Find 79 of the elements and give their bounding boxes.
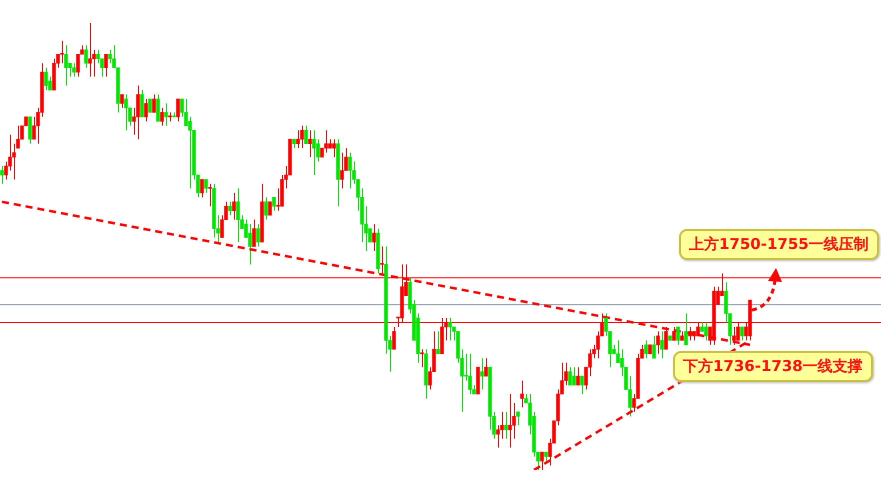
candlestick — [484, 358, 488, 377]
candlestick — [264, 196, 268, 220]
candlestick — [504, 411, 508, 440]
candlestick — [136, 85, 140, 140]
candlestick — [148, 98, 152, 113]
candlestick — [176, 98, 180, 122]
candlestick — [392, 326, 396, 350]
candlestick — [660, 330, 664, 359]
candlestick — [32, 116, 36, 140]
candlestick — [332, 138, 336, 158]
candlestick — [676, 326, 680, 346]
candlestick — [480, 358, 484, 390]
candlestick — [308, 130, 312, 158]
candlestick — [160, 107, 164, 126]
candlestick — [4, 161, 8, 180]
candlestick — [616, 340, 620, 364]
candlestick — [644, 340, 648, 359]
candlestick — [152, 94, 156, 113]
candlestick — [144, 98, 148, 122]
candlestick — [44, 67, 48, 91]
candlestick — [64, 44, 68, 86]
candlestick — [340, 152, 344, 189]
candlestick — [312, 130, 316, 176]
candlestick — [372, 224, 376, 252]
candlestick — [252, 219, 256, 247]
candlestick — [576, 366, 580, 386]
candlestick — [580, 376, 584, 395]
candlestick — [520, 380, 524, 408]
candlestick — [672, 326, 676, 341]
candlestick — [204, 178, 208, 194]
candlestick — [656, 330, 660, 354]
annotation: 下方1736-1738一线支撑 — [673, 351, 873, 382]
candlestick — [208, 183, 212, 207]
candlestick — [704, 322, 708, 341]
candlestick — [184, 98, 188, 126]
candlestick — [88, 22, 92, 78]
candlestick — [236, 188, 240, 243]
candlestick — [516, 411, 520, 426]
candlestick — [108, 49, 112, 64]
candlestick — [740, 326, 744, 341]
candlestick — [60, 40, 64, 64]
candlestick — [688, 326, 692, 341]
candlestick — [120, 94, 124, 108]
candlestick — [684, 313, 688, 346]
candlestick — [188, 116, 192, 189]
candlestick — [420, 348, 424, 368]
candlestick — [272, 196, 276, 212]
candlestick — [448, 318, 452, 341]
annotation: 上方1750-1755一线压制 — [679, 229, 879, 260]
candlestick — [232, 192, 236, 220]
candlestick — [84, 44, 88, 68]
candlestick — [164, 102, 168, 126]
candlestick — [140, 90, 144, 118]
candlestick — [72, 62, 76, 78]
candlestick — [228, 201, 232, 216]
candlestick — [572, 366, 576, 386]
candlestick — [296, 130, 300, 149]
candlestick — [496, 424, 500, 448]
candlestick — [436, 330, 440, 354]
candlestick — [156, 94, 160, 122]
candlestick — [468, 353, 472, 395]
candlestick — [304, 125, 308, 144]
candlestick — [348, 152, 352, 189]
candlestick — [508, 394, 512, 448]
candlestick — [652, 335, 656, 359]
candlestick — [124, 94, 128, 131]
candlestick — [300, 125, 304, 149]
candlestick — [76, 54, 80, 78]
candlestick — [248, 224, 252, 265]
candlestick — [256, 224, 260, 247]
candlestick — [104, 54, 108, 78]
candlestick — [324, 130, 328, 154]
candlestick — [568, 366, 572, 386]
candlestick — [96, 49, 100, 64]
candlestick — [380, 246, 384, 274]
candlestick — [200, 178, 204, 198]
candlestick — [28, 116, 32, 144]
candlestick — [0, 166, 4, 184]
candlestick — [268, 201, 272, 216]
